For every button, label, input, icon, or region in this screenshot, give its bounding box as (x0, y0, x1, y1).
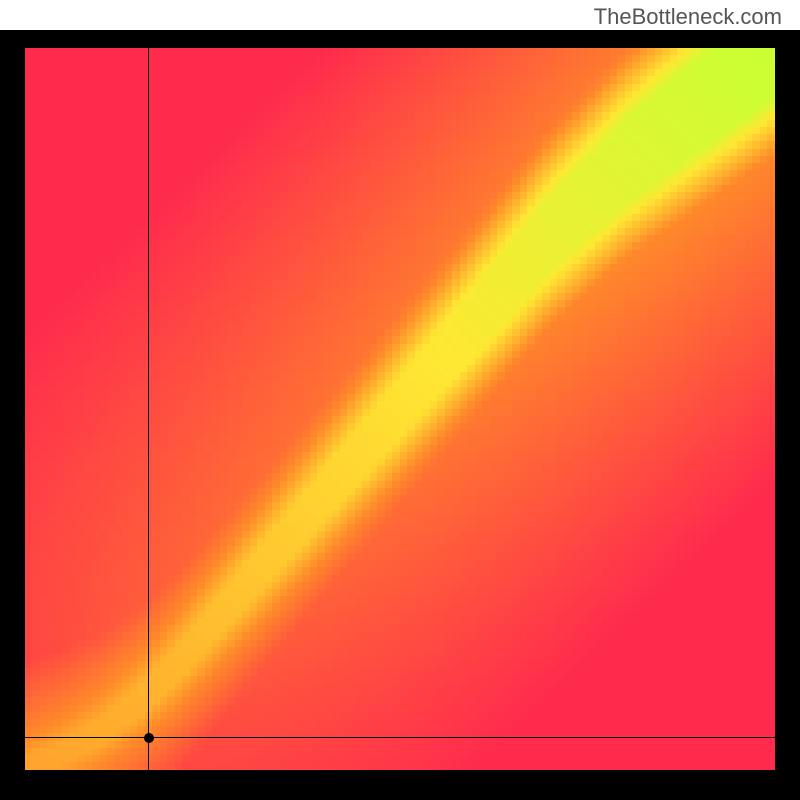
plot-outer-frame (0, 30, 800, 800)
watermark-text: TheBottleneck.com (594, 4, 782, 30)
heatmap-canvas (25, 48, 775, 770)
crosshair-horizontal (25, 737, 775, 738)
figure-container: TheBottleneck.com (0, 0, 800, 800)
crosshair-vertical (148, 48, 149, 770)
marker-dot (144, 733, 154, 743)
